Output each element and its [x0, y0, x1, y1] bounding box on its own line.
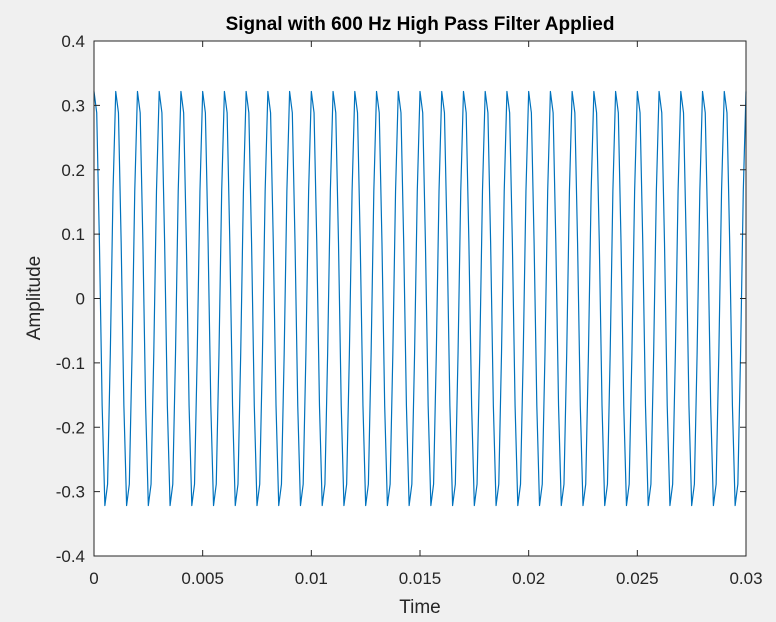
series-line [93, 90, 747, 507]
x-tick-label: 0.025 [616, 569, 659, 588]
x-tick-label: 0.03 [729, 569, 762, 588]
y-tick-label: 0.3 [61, 96, 85, 115]
y-tick-label: -0.4 [56, 547, 85, 566]
plot-area [94, 41, 746, 556]
x-tick-label: 0.02 [512, 569, 545, 588]
x-tick-label: 0 [89, 569, 98, 588]
x-tick-label: 0.015 [399, 569, 442, 588]
y-tick-label: 0.2 [61, 161, 85, 180]
chart-title: Signal with 600 Hz High Pass Filter Appl… [226, 14, 615, 35]
y-tick-label: 0.4 [61, 32, 85, 51]
x-tick-label: 0.01 [295, 569, 328, 588]
y-tick-label: 0 [76, 290, 85, 309]
y-tick-label: 0.1 [61, 225, 85, 244]
y-tick-label: -0.3 [56, 483, 85, 502]
y-axis-label: Amplitude [24, 256, 45, 341]
series-layer [93, 90, 747, 507]
x-tick-label: 0.005 [181, 569, 224, 588]
y-tick-label: -0.1 [56, 354, 85, 373]
y-tick-label: -0.2 [56, 418, 85, 437]
x-axis-label: Time [399, 597, 441, 618]
ticks-layer: 0 0.005 0.01 0.015 0.02 0.025 0.03 -0.4 -0.3 -0.2… [56, 32, 763, 588]
